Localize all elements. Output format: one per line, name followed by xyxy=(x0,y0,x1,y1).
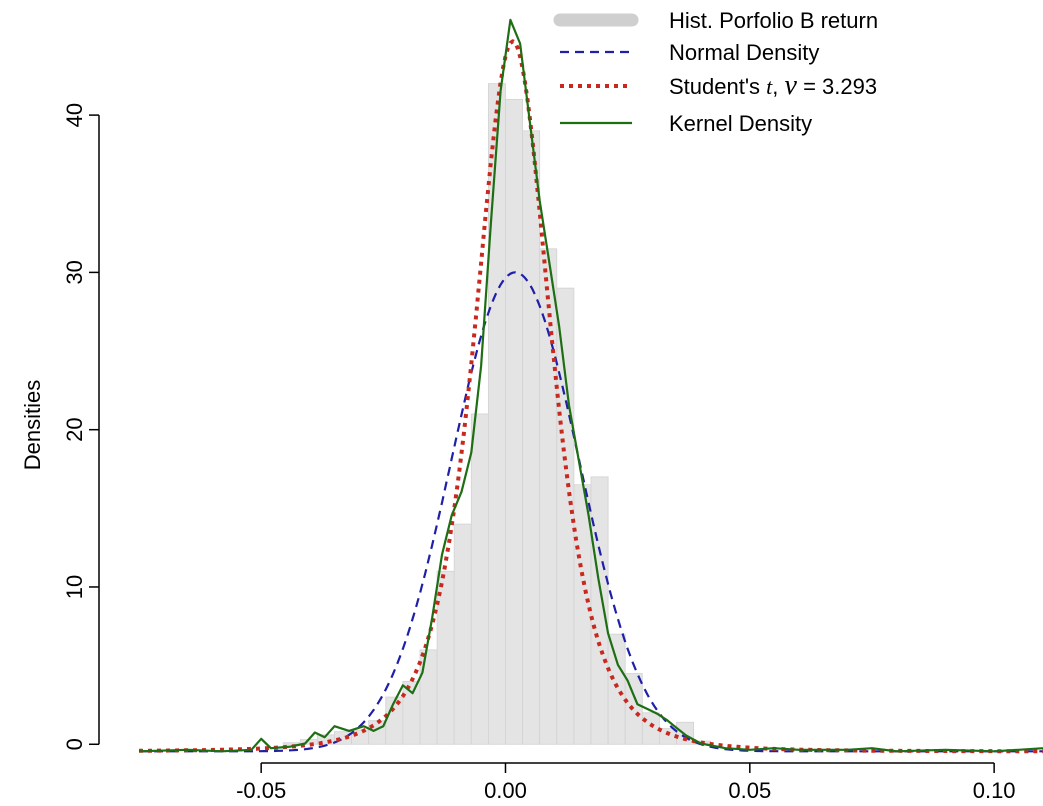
y-tick-label: 10 xyxy=(62,575,87,599)
histogram-bar xyxy=(659,728,677,745)
histogram-bar xyxy=(590,476,609,745)
kernel-density-line xyxy=(138,18,1043,753)
legend-label: Kernel Density xyxy=(669,111,812,136)
x-tick-label: -0.05 xyxy=(236,778,286,803)
x-tick-label: 0.10 xyxy=(973,778,1016,803)
histogram-bar xyxy=(539,248,558,745)
histogram-bar xyxy=(402,680,421,745)
histogram-bar xyxy=(505,98,523,745)
histogram-bar xyxy=(624,673,643,745)
x-tick-label: 0.05 xyxy=(728,778,771,803)
histogram-bar xyxy=(453,523,472,745)
y-tick-label: 40 xyxy=(62,103,87,127)
histogram-bar xyxy=(436,570,455,745)
density-curves xyxy=(138,18,1043,754)
histogram-bar xyxy=(487,83,506,745)
histogram-bars xyxy=(282,83,712,745)
y-tick-label: 0 xyxy=(62,738,87,750)
axes: 0 10 20 30 40 -0.05 0.00 0.05 0.10 xyxy=(62,103,1016,803)
y-axis-title: Densities xyxy=(20,380,45,470)
histogram-bar xyxy=(522,130,541,745)
legend: Hist. Porfolio B return Normal Density Stu… xyxy=(553,8,878,136)
histogram-bar xyxy=(419,649,438,745)
legend-label: Student's t, ν = 3.293 xyxy=(669,70,877,101)
y-tick-label: 20 xyxy=(62,417,87,441)
legend-label: Hist. Porfolio B return xyxy=(669,8,878,33)
histogram-bar xyxy=(470,413,489,745)
histogram-bar xyxy=(641,712,660,745)
histogram-bar xyxy=(607,633,626,745)
legend-label: Normal Density xyxy=(669,40,819,65)
y-tick-label: 30 xyxy=(62,260,87,284)
x-tick-label: 0.00 xyxy=(484,778,527,803)
histogram-bar xyxy=(573,484,592,745)
histogram-bar xyxy=(556,287,575,745)
